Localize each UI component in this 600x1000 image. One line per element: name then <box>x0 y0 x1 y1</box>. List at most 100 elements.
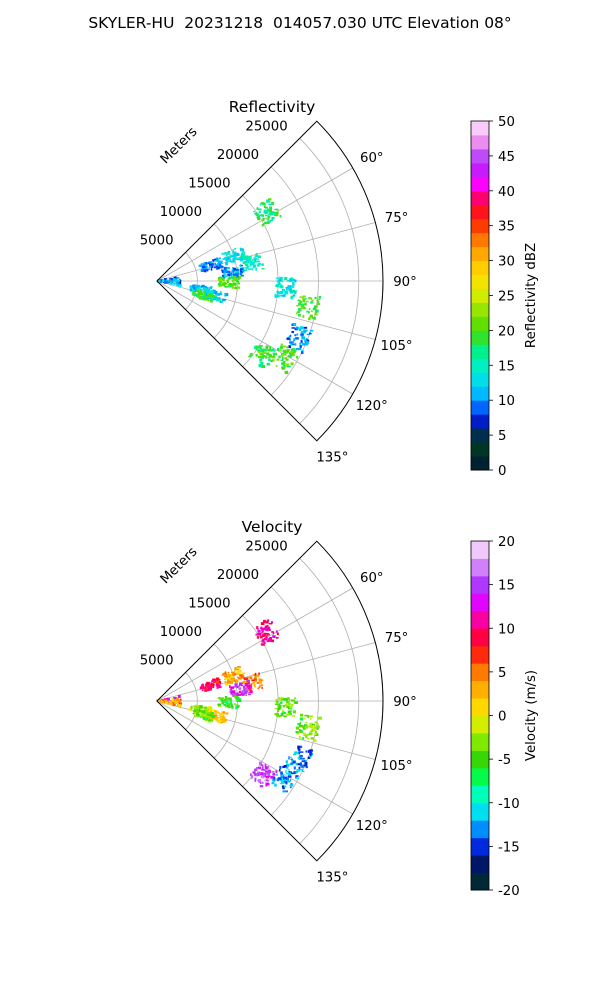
echo-gate <box>232 257 235 262</box>
echo-gate <box>314 296 317 299</box>
echo-gate <box>211 716 214 718</box>
echo-gate <box>265 345 269 349</box>
echo-gate <box>293 350 297 352</box>
echo-gate <box>274 703 278 705</box>
echo-gate <box>280 778 284 781</box>
colorbar-band <box>471 232 489 248</box>
echo-gate <box>282 709 285 713</box>
echo-gate <box>199 291 203 294</box>
echo-gate <box>294 771 299 773</box>
echo-gate <box>250 777 253 780</box>
echo-gate <box>288 345 292 349</box>
echo-gate <box>300 725 304 728</box>
echo-gate <box>316 724 319 728</box>
echo-gate <box>207 714 211 718</box>
echo-gate <box>314 727 317 729</box>
sector-outline <box>156 120 384 442</box>
echo-gate <box>288 708 293 710</box>
echo-gate <box>309 314 313 318</box>
echo-gate <box>258 681 263 684</box>
echo-gate <box>290 351 294 354</box>
echo-gate <box>209 286 212 290</box>
echo-gate <box>293 760 296 763</box>
echo-gate <box>243 260 246 263</box>
echo-gate <box>264 222 268 225</box>
echo-gate <box>305 750 308 753</box>
echo-gate <box>262 202 266 206</box>
echo-gate <box>245 266 248 270</box>
echo-gate <box>189 288 192 292</box>
echo-gate <box>307 749 312 753</box>
echo-gate <box>264 764 267 767</box>
echo-gate <box>259 684 262 687</box>
echo-gate <box>276 294 280 298</box>
echo-gate <box>198 288 202 292</box>
echo-gate <box>171 698 174 702</box>
echo-gate <box>279 285 283 288</box>
echo-gate <box>215 260 218 262</box>
echo-gate <box>200 263 205 265</box>
echo-gate <box>192 284 195 288</box>
echo-gate <box>222 275 226 279</box>
colorbar-band <box>471 218 489 234</box>
echo-gate <box>280 713 284 717</box>
colorbar-band <box>471 400 489 415</box>
echo-gate <box>279 349 282 352</box>
echo-gate <box>223 274 226 276</box>
echo-gate <box>225 682 228 685</box>
echo-gate <box>299 754 303 758</box>
echo-gate <box>169 278 173 280</box>
echo-gate <box>264 766 268 770</box>
echo-gate <box>295 731 299 734</box>
echo-gate <box>312 723 315 726</box>
echo-gate <box>285 364 290 368</box>
echo-gate <box>234 667 238 671</box>
echo-gate <box>258 208 262 211</box>
echo-gate <box>260 775 264 779</box>
echo-gate <box>295 726 300 730</box>
echo-gate <box>267 779 270 782</box>
echo-gate <box>256 264 260 267</box>
echo-gate <box>258 761 262 765</box>
echo-gate <box>231 686 236 688</box>
echo-gate <box>286 279 290 282</box>
echo-gate <box>298 750 301 754</box>
echo-gate <box>254 685 256 688</box>
echo-gate <box>291 289 295 293</box>
echo-gate <box>298 735 301 739</box>
echo-gate <box>296 347 300 351</box>
echo-gate <box>268 770 271 774</box>
echo-gate <box>281 367 286 370</box>
colorbar-band <box>471 575 489 594</box>
echo-gate <box>267 638 271 642</box>
echo-gate <box>230 681 233 684</box>
echo-gate <box>293 350 295 354</box>
echo-gate <box>252 771 256 774</box>
echo-gate <box>221 279 224 282</box>
echo-gate <box>298 756 302 759</box>
echo-gate <box>301 349 304 352</box>
echo-cluster <box>192 708 215 723</box>
echo-gate <box>202 296 205 300</box>
echo-gate <box>258 778 262 783</box>
echo-gate <box>227 277 232 280</box>
echo-gate <box>235 692 239 695</box>
echo-cluster <box>285 745 314 773</box>
echo-gate <box>216 719 220 723</box>
echo-gate <box>261 224 264 227</box>
echo-gate <box>266 362 270 366</box>
colorbar-band <box>471 785 489 804</box>
echo-gate <box>210 684 213 687</box>
echo-gate <box>196 290 201 293</box>
echo-gate <box>249 685 252 688</box>
echo-gate <box>248 693 251 696</box>
echo-gate <box>300 305 304 309</box>
echo-gate <box>178 694 181 698</box>
echo-gate <box>255 353 258 357</box>
echo-cluster <box>156 698 182 708</box>
echo-gate <box>232 678 236 682</box>
echo-gate <box>201 710 206 714</box>
echo-gate <box>293 323 297 326</box>
echo-gate <box>195 706 199 710</box>
echo-gate <box>249 354 252 358</box>
